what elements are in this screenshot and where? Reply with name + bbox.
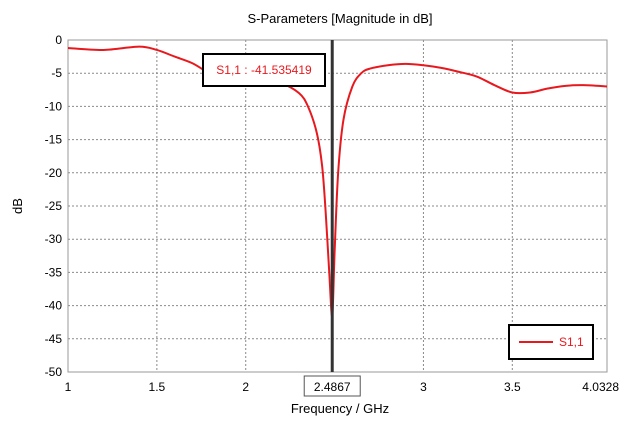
y-tick-label: -40 [45,299,63,313]
y-tick-label: -45 [45,332,63,346]
x-axis-title: Frequency / GHz [291,401,389,416]
x-tick-label: 2 [242,380,249,394]
y-axis-ticks: 0 -5 -10 -15 -20 -25 -30 -35 -40 -45 -50 [45,33,63,379]
y-tick-label: -35 [45,265,63,279]
x-tick-label: 3 [420,380,427,394]
legend[interactable]: S1,1 [508,324,594,360]
marker-label-box [202,53,326,87]
marker-label-text: S1,1 : -41.535419 [216,63,312,77]
y-axis-title: dB [10,198,25,214]
grid-lines [68,40,607,372]
plot-area-frame [67,39,608,373]
y-tick-label: -30 [45,232,63,246]
x-tick-label: 1 [65,380,72,394]
y-tick-label: -20 [45,166,63,180]
y-tick-label: -50 [45,365,63,379]
y-tick-label: 0 [55,33,62,47]
chart-title: S-Parameters [Magnitude in dB] [248,11,433,26]
x-tick-label: 3.5 [504,380,521,394]
highlighted-x-tick-label: 2.4867 [314,380,351,394]
y-tick-label: -25 [45,199,63,213]
marker-layer: S1,1 : -41.535419 [202,40,334,372]
x-tick-label: 1.5 [149,380,166,394]
y-tick-label: -5 [51,66,62,80]
x-tick-label: 4.0328 [582,380,619,394]
x-axis-ticks: 1 1.5 2 2.4867 3 3.5 4.0328 [65,375,619,397]
legend-label: S1,1 [559,335,584,349]
y-tick-label: -10 [45,99,63,113]
highlighted-x-tick-box [303,375,361,397]
y-tick-label: -15 [45,133,63,147]
